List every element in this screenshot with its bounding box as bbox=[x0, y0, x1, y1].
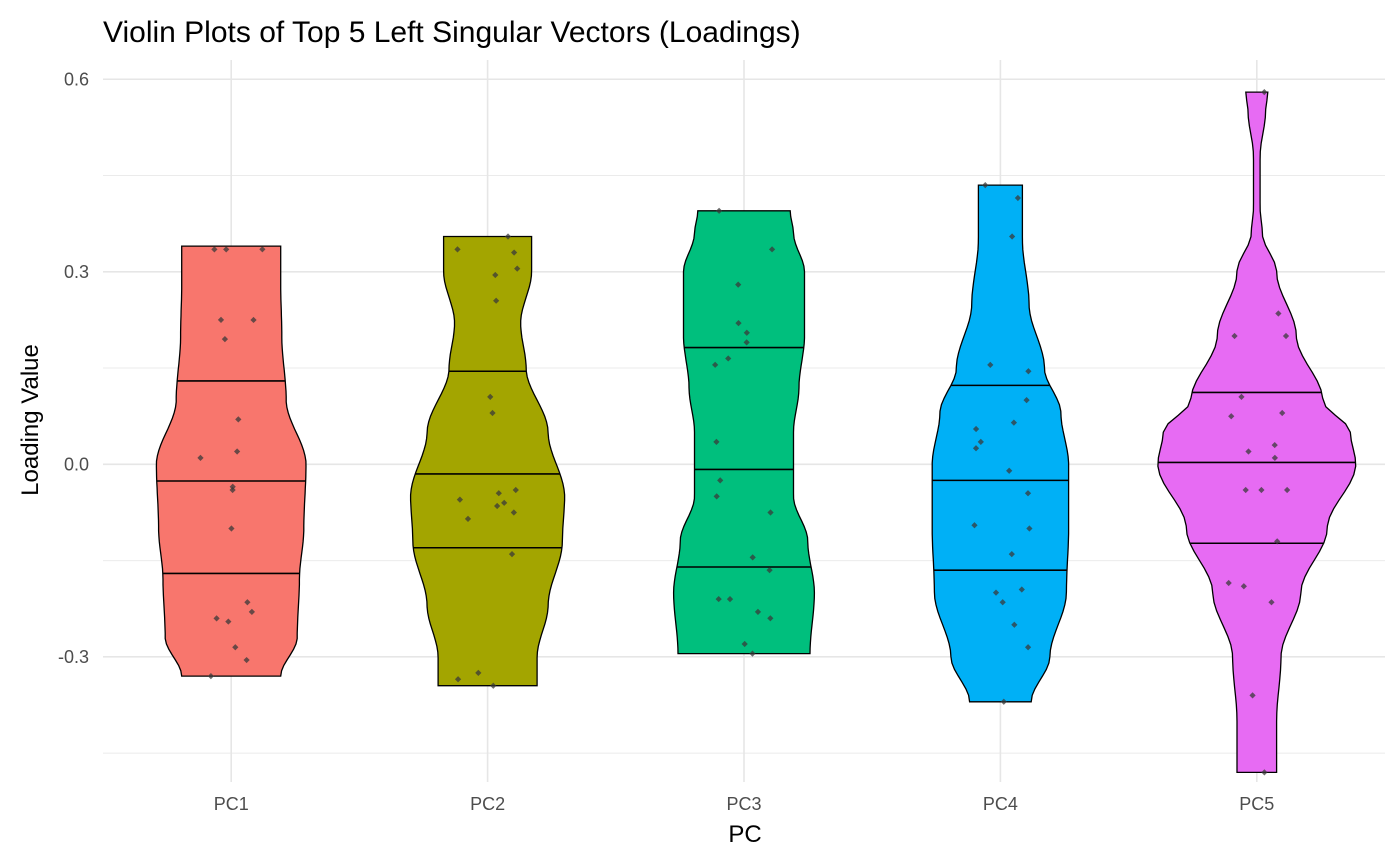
y-tick-label: 0.6 bbox=[64, 69, 89, 89]
y-tick-label: 0.3 bbox=[64, 262, 89, 282]
data-point bbox=[1225, 579, 1232, 587]
violin-body bbox=[155, 245, 307, 677]
data-point bbox=[1008, 551, 1015, 558]
data-point bbox=[715, 207, 723, 214]
data-point bbox=[999, 599, 1006, 606]
data-point bbox=[767, 509, 774, 516]
data-point bbox=[248, 608, 255, 616]
data-point bbox=[1025, 368, 1032, 375]
data-point bbox=[743, 339, 750, 346]
data-point bbox=[217, 316, 225, 324]
data-point bbox=[489, 409, 496, 417]
data-point bbox=[1011, 621, 1018, 628]
violin-body bbox=[672, 210, 816, 655]
data-point bbox=[1242, 486, 1249, 494]
data-point bbox=[977, 438, 984, 445]
data-point bbox=[232, 644, 239, 651]
data-point bbox=[741, 640, 748, 648]
data-point bbox=[1261, 769, 1268, 776]
x-tick-labels: PC1 PC2 PC3 PC4 PC5 bbox=[214, 794, 1275, 814]
data-point bbox=[1268, 599, 1275, 606]
data-point bbox=[1000, 698, 1007, 705]
data-point bbox=[1014, 194, 1022, 202]
data-point bbox=[768, 246, 776, 253]
y-axis-title: Loading Value bbox=[17, 344, 44, 496]
data-point bbox=[493, 297, 500, 304]
data-point bbox=[1228, 413, 1235, 420]
data-point bbox=[1006, 467, 1013, 474]
data-point bbox=[504, 233, 512, 240]
data-point bbox=[726, 595, 734, 603]
violin-body bbox=[409, 235, 566, 687]
data-point bbox=[223, 246, 230, 253]
data-point bbox=[754, 608, 762, 616]
data-point bbox=[454, 246, 461, 253]
violin-pc2 bbox=[409, 233, 566, 689]
data-point bbox=[1018, 586, 1025, 593]
data-point bbox=[971, 522, 978, 529]
chart-title: Violin Plots of Top 5 Left Singular Vect… bbox=[103, 16, 801, 49]
data-point bbox=[713, 493, 720, 500]
data-point bbox=[749, 650, 756, 657]
x-axis-title: PC bbox=[728, 821, 761, 848]
violin-body bbox=[1157, 91, 1357, 774]
data-point bbox=[713, 438, 720, 445]
x-tick-label: PC5 bbox=[1239, 794, 1274, 814]
data-point bbox=[1274, 538, 1281, 545]
violin-layer bbox=[155, 88, 1357, 776]
data-point bbox=[1024, 644, 1032, 651]
data-point bbox=[1284, 486, 1291, 494]
data-point bbox=[715, 595, 722, 603]
data-point bbox=[1282, 332, 1290, 340]
data-point bbox=[1238, 393, 1245, 401]
violin-pc3 bbox=[672, 207, 816, 657]
x-tick-label: PC3 bbox=[726, 794, 761, 814]
data-point bbox=[992, 589, 1000, 596]
violin-body bbox=[931, 184, 1070, 703]
x-tick-label: PC4 bbox=[983, 794, 1018, 814]
data-point bbox=[1279, 409, 1286, 417]
data-point bbox=[972, 425, 980, 433]
data-point bbox=[749, 554, 756, 561]
data-point bbox=[250, 316, 257, 324]
data-point bbox=[1240, 583, 1247, 590]
data-point bbox=[767, 615, 774, 622]
data-point bbox=[234, 448, 241, 455]
data-point bbox=[207, 672, 215, 680]
data-point bbox=[735, 320, 742, 327]
data-point bbox=[510, 509, 517, 516]
data-point bbox=[1245, 448, 1252, 455]
x-tick-label: PC2 bbox=[470, 794, 505, 814]
violin-pc5 bbox=[1157, 88, 1357, 776]
y-tick-label: -0.3 bbox=[58, 647, 89, 667]
violin-pc4 bbox=[931, 182, 1070, 705]
data-point bbox=[1271, 441, 1278, 449]
y-tick-label: 0.0 bbox=[64, 454, 89, 474]
violin-pc1 bbox=[155, 245, 307, 680]
data-point bbox=[1008, 233, 1016, 240]
x-tick-label: PC1 bbox=[214, 794, 249, 814]
data-point bbox=[1249, 692, 1256, 699]
y-tick-labels: -0.3 0.0 0.3 0.6 bbox=[58, 69, 89, 667]
